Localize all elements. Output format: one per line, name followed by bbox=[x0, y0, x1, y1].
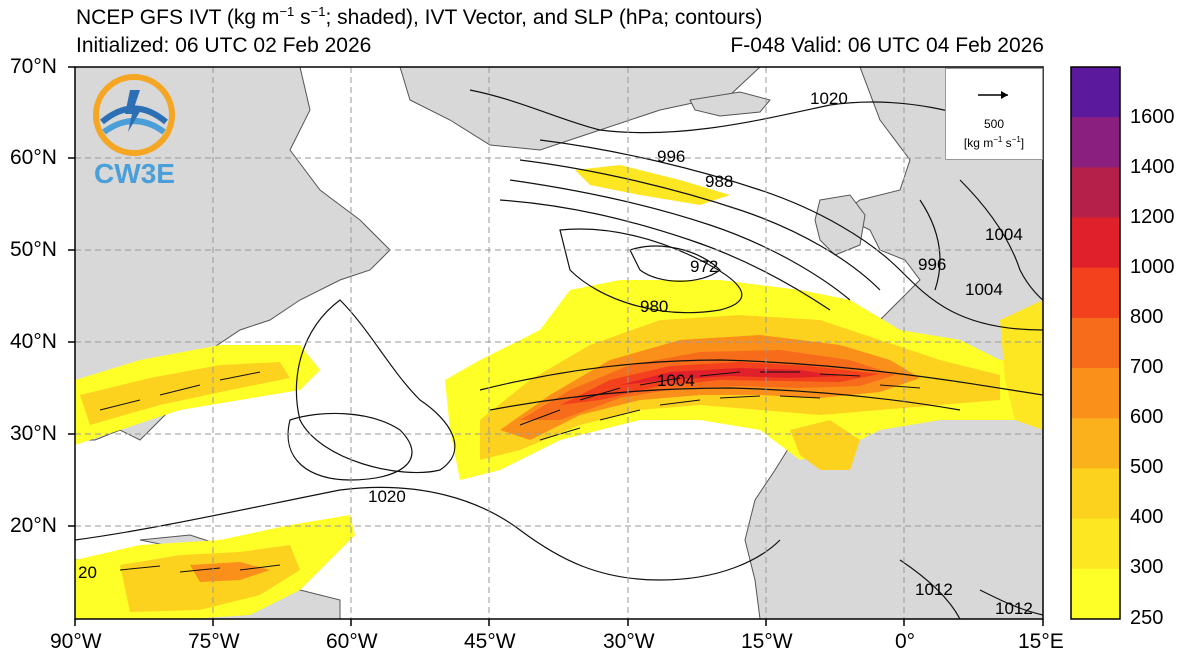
colorbar-segment bbox=[1071, 368, 1120, 419]
initialized-time: Initialized: 06 UTC 02 Feb 2026 bbox=[76, 34, 372, 57]
lon-label: 60°W bbox=[326, 630, 378, 653]
colorbar-tick-label: 600 bbox=[1130, 406, 1164, 428]
contour-label: 988 bbox=[705, 172, 733, 191]
lat-label: 30°N bbox=[10, 422, 57, 445]
colorbar-segment bbox=[1071, 568, 1120, 620]
logo-icon bbox=[93, 74, 175, 156]
lat-label: 20°N bbox=[10, 514, 57, 537]
colorbar-tick-label: 250 bbox=[1130, 607, 1164, 629]
ivt-carib-core bbox=[190, 562, 270, 582]
contour-label: 1004 bbox=[657, 371, 695, 390]
vector-legend: 500 [kg m−1 s−1] bbox=[945, 68, 1043, 160]
contour-labels: 1020 996 988 972 980 1004 1020 996 1004 … bbox=[78, 89, 1033, 618]
contour-label: 20 bbox=[78, 563, 97, 582]
contour-label: 980 bbox=[640, 297, 668, 316]
colorbar-segment bbox=[1071, 117, 1120, 168]
ivt-vectors bbox=[99, 371, 921, 573]
colorbar-tick-label: 500 bbox=[1130, 456, 1164, 478]
lon-label: 45°W bbox=[464, 630, 516, 653]
colorbar-segment bbox=[1071, 317, 1120, 369]
lat-label: 60°N bbox=[10, 146, 57, 169]
contour-label: 996 bbox=[657, 147, 685, 166]
colorbar-frame bbox=[1070, 66, 1121, 620]
colorbar-tick-label: 1400 bbox=[1130, 156, 1175, 178]
ivt-west-plume-inner bbox=[80, 362, 290, 425]
graticule bbox=[75, 67, 1043, 619]
lat-label: 40°N bbox=[10, 330, 57, 353]
contour-label: 1020 bbox=[368, 487, 406, 506]
colorbar-tick-label: 1600 bbox=[1130, 106, 1175, 128]
legend-value: 500 bbox=[983, 117, 1005, 131]
colorbar-segment bbox=[1071, 418, 1120, 469]
colorbar bbox=[1071, 67, 1120, 620]
ivt-med-patch bbox=[1000, 300, 1043, 430]
lat-label: 70°N bbox=[10, 55, 57, 78]
lon-label: 15°W bbox=[741, 630, 793, 653]
lat-label: 50°N bbox=[10, 238, 57, 261]
land-iceland bbox=[689, 91, 771, 117]
lon-label: 30°W bbox=[603, 630, 655, 653]
contour-label: 1020 bbox=[810, 89, 848, 108]
colorbar-tick-label: 400 bbox=[1130, 506, 1164, 528]
colorbar-segment bbox=[1071, 468, 1120, 520]
map-title: NCEP GFS IVT (kg m−1 s−1; shaded), IVT V… bbox=[76, 4, 763, 29]
colorbar-tick-label: 1200 bbox=[1130, 206, 1175, 228]
contour-label: 1012 bbox=[915, 580, 953, 599]
contour-label: 996 bbox=[918, 255, 946, 274]
colorbar-tick-label: 300 bbox=[1130, 556, 1164, 578]
lon-label: 0° bbox=[895, 630, 916, 653]
contour-label: 972 bbox=[690, 257, 718, 276]
lon-label: 75°W bbox=[188, 630, 240, 653]
valid-time: F-048 Valid: 06 UTC 04 Feb 2026 bbox=[730, 34, 1044, 57]
cw3e-logo: CW3E bbox=[82, 70, 187, 195]
colorbar-segment bbox=[1071, 267, 1120, 319]
ivt-gibraltar-patch bbox=[790, 420, 860, 470]
colorbar-segment bbox=[1071, 518, 1120, 570]
colorbar-tick-label: 800 bbox=[1130, 306, 1164, 328]
land-greenland bbox=[399, 67, 761, 151]
colorbar-tick-label: 1000 bbox=[1130, 256, 1175, 278]
slp-contours bbox=[75, 89, 1043, 619]
logo-text: CW3E bbox=[94, 158, 175, 189]
colorbar-tick-label: 700 bbox=[1130, 356, 1164, 378]
axis-ticks bbox=[68, 66, 1044, 626]
legend-unit: [kg m−1 s−1] bbox=[963, 135, 1025, 150]
lon-label: 15°E bbox=[1018, 630, 1064, 653]
map-frame bbox=[74, 66, 1044, 620]
land-north-america bbox=[75, 67, 391, 441]
colorbar-segment bbox=[1071, 217, 1120, 269]
colorbar-segment bbox=[1071, 167, 1120, 219]
colorbar-segment bbox=[1071, 67, 1120, 118]
contour-label: 1004 bbox=[965, 280, 1003, 299]
contour-label: 1004 bbox=[985, 225, 1023, 244]
contour-label: 1012 bbox=[995, 599, 1033, 618]
lon-label: 90°W bbox=[50, 630, 102, 653]
legend-arrow-icon bbox=[978, 91, 1008, 99]
